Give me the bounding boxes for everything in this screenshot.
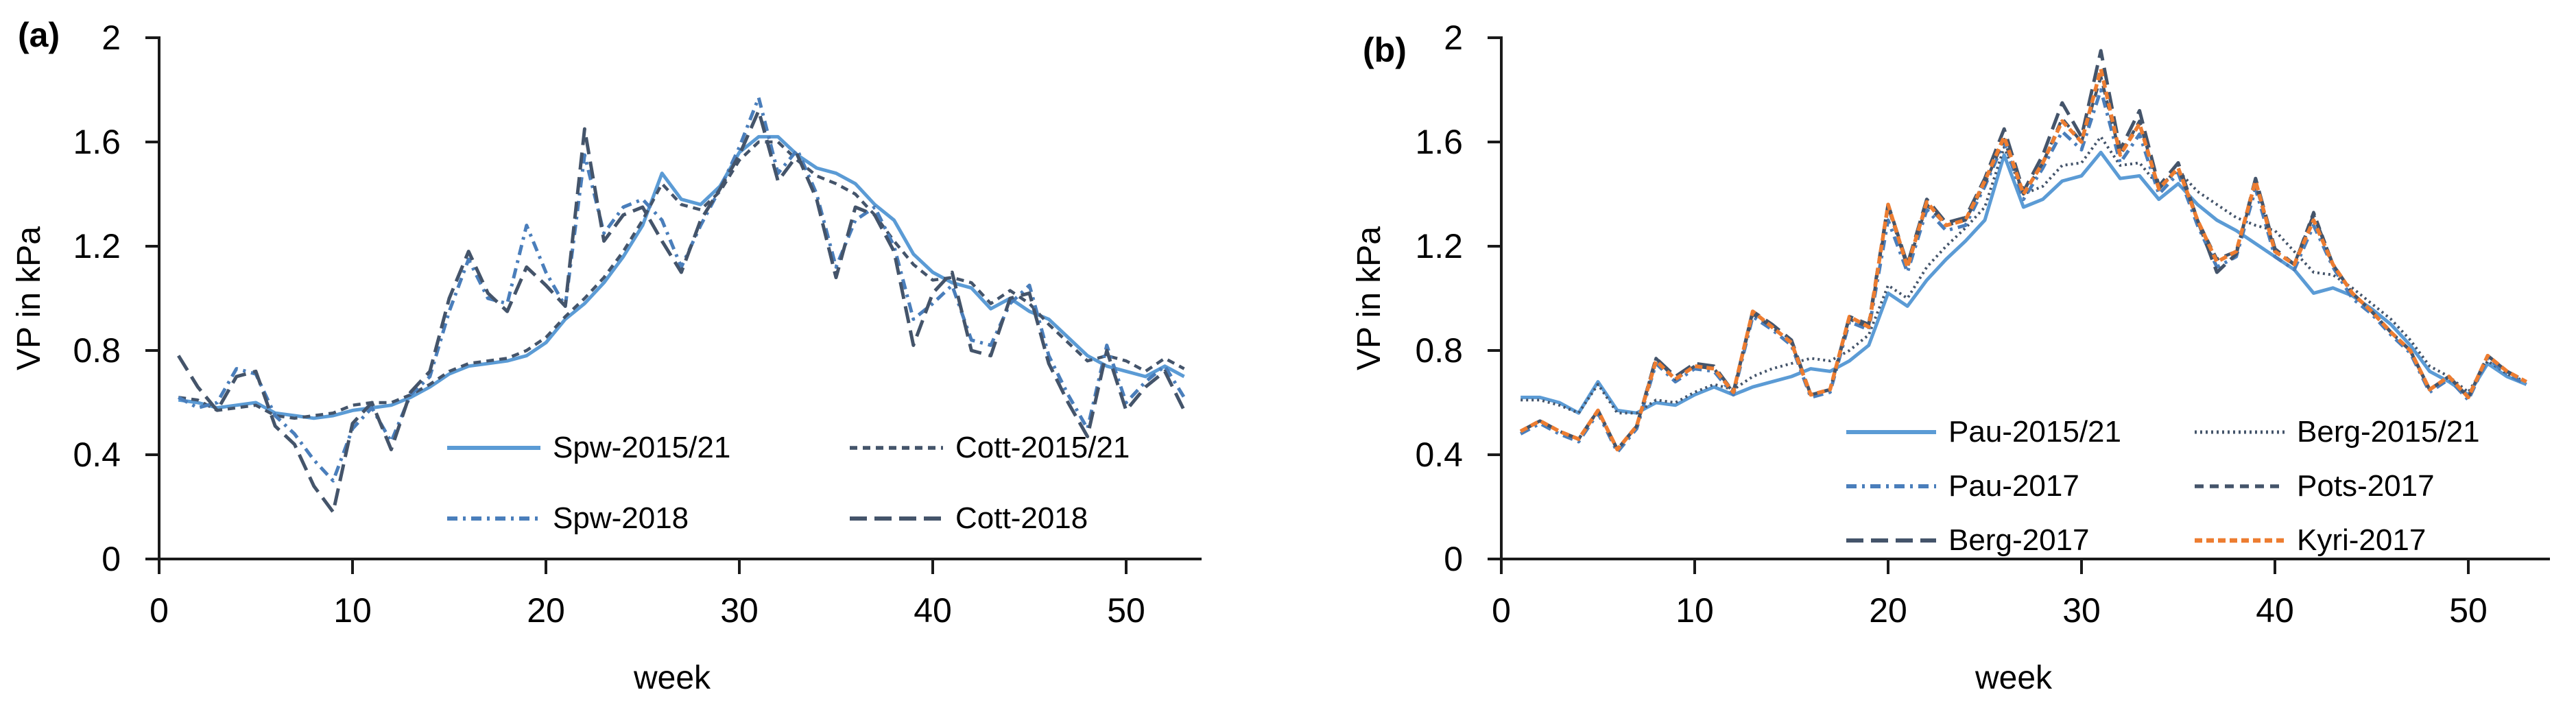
series-line-Pau-2017	[1520, 88, 2527, 454]
y-axis-title-b: VP in kPa	[1351, 226, 1387, 370]
y-tick-label: 0.4	[73, 436, 121, 474]
x-tick-label: 10	[333, 591, 372, 630]
series-line-Cott-2015/21	[178, 140, 1185, 420]
legend-item-berg-2017: Berg-2017	[1845, 525, 2089, 556]
legend-key-dash-orange-icon	[2195, 538, 2285, 543]
y-tick-label: 1.6	[1415, 123, 1463, 161]
y-tick-label: 2	[102, 19, 121, 57]
x-tick-label: 30	[2062, 591, 2101, 630]
legend-item-berg-2015-21: Berg-2015/21	[2193, 416, 2480, 448]
legend-key-dashdot-blue-icon	[1846, 484, 1936, 488]
legend-item-pots-2017: Pots-2017	[2193, 471, 2435, 502]
series-line-Spw-2015/21	[178, 134, 1185, 420]
legend-key-longdash-dark-icon	[1846, 538, 1936, 543]
legend-key-dotted-dark-icon	[2195, 430, 2285, 434]
legend-label: Spw-2018	[553, 501, 689, 535]
line-chart-b: VP in kPa week 00.40.81.21.620 10 20 30 40 50	[1351, 19, 2550, 696]
y-tick-label: 0.8	[73, 331, 121, 370]
panel-label-b: (b)	[1363, 31, 1407, 69]
series-line-Spw-2018	[178, 95, 1186, 483]
legend-key-dash-dark-icon	[2195, 484, 2285, 488]
legend-label: Spw-2015/21	[553, 431, 731, 464]
legend-key-solid-blue-icon	[1846, 430, 1936, 434]
x-tick-label: 20	[1869, 591, 1907, 630]
series-line-Berg-2015/21	[1520, 135, 2527, 415]
x-tick-label: 50	[1107, 591, 1145, 630]
legend-item-cott-2015-21: Cott-2015/21	[848, 432, 1130, 464]
legend-key-longdash-dark-icon	[850, 516, 943, 521]
axes	[145, 36, 1202, 574]
legend-item-pau-2017: Pau-2017	[1845, 471, 2079, 502]
chart-panel-a: (a) VP in kPa week 0 0.4 0.8 1.2 1.6 2 0 10 20 30…	[11, 16, 1202, 696]
y-tick-label: 1.6	[73, 123, 121, 161]
legend-label: Berg-2015/21	[2297, 415, 2480, 449]
legend-label: Cott-2018	[955, 501, 1088, 535]
x-axis-title-b: week	[1975, 660, 2053, 696]
legend-key-dash-dark-icon	[850, 446, 943, 450]
legend-item-cott-2018: Cott-2018	[848, 503, 1088, 534]
legend-item-kyri-2017: Kyri-2017	[2193, 525, 2426, 556]
chart-panel-b: (b) VP in kPa week 0 0.4 0.8 1.2 1.6 2 0 10 20 30…	[1288, 0, 2576, 714]
y-tick-label: 0.8	[1415, 331, 1463, 370]
legend-key-solid-blue-icon	[447, 446, 540, 450]
y-axis-title-a: VP in kPa	[11, 226, 47, 370]
axes	[1488, 36, 2550, 574]
legend-label: Pau-2017	[1948, 469, 2079, 503]
legend-key-dashdot-blue-icon	[447, 516, 540, 521]
legend-label: Pau-2015/21	[1948, 415, 2121, 449]
x-tick-label: 0	[150, 591, 169, 630]
x-tick-label: 10	[1675, 591, 1714, 630]
panel-label-a: (a)	[18, 16, 60, 54]
x-tick-label: 30	[720, 591, 759, 630]
y-tick-label: 0.4	[1415, 436, 1463, 474]
y-tick-label: 0	[1444, 540, 1463, 578]
legend-label: Cott-2015/21	[955, 431, 1130, 464]
y-tick-label: 1.2	[1415, 227, 1463, 265]
series-line-Kyri-2017	[1519, 67, 2527, 452]
y-tick-label: 0	[102, 540, 121, 578]
legend-item-pau-2015-21: Pau-2015/21	[1845, 416, 2121, 448]
x-tick-label: 20	[527, 591, 565, 630]
series-line-Pots-2017	[1520, 75, 2527, 451]
x-tick-label: 40	[2256, 591, 2294, 630]
y-tick-label: 1.2	[73, 227, 121, 265]
x-tick-label: 50	[2449, 591, 2488, 630]
x-tick-label: 0	[1492, 591, 1511, 630]
legend-label: Berg-2017	[1948, 523, 2090, 557]
legend-item-spw-2018: Spw-2018	[446, 503, 689, 534]
x-axis-title-a: week	[633, 660, 711, 696]
legend-item-spw-2015-21: Spw-2015/21	[446, 432, 730, 464]
x-tick-label: 40	[914, 591, 952, 630]
legend-label: Pots-2017	[2297, 469, 2435, 503]
series-line-Cott-2018	[177, 108, 1186, 514]
line-chart-a: VP in kPa week 00.40.81.21.620 10 20 30 40 50	[11, 19, 1202, 696]
legend-label: Kyri-2017	[2297, 523, 2426, 557]
y-tick-label: 2	[1444, 19, 1463, 57]
series-line-Berg-2017	[1520, 49, 2527, 451]
